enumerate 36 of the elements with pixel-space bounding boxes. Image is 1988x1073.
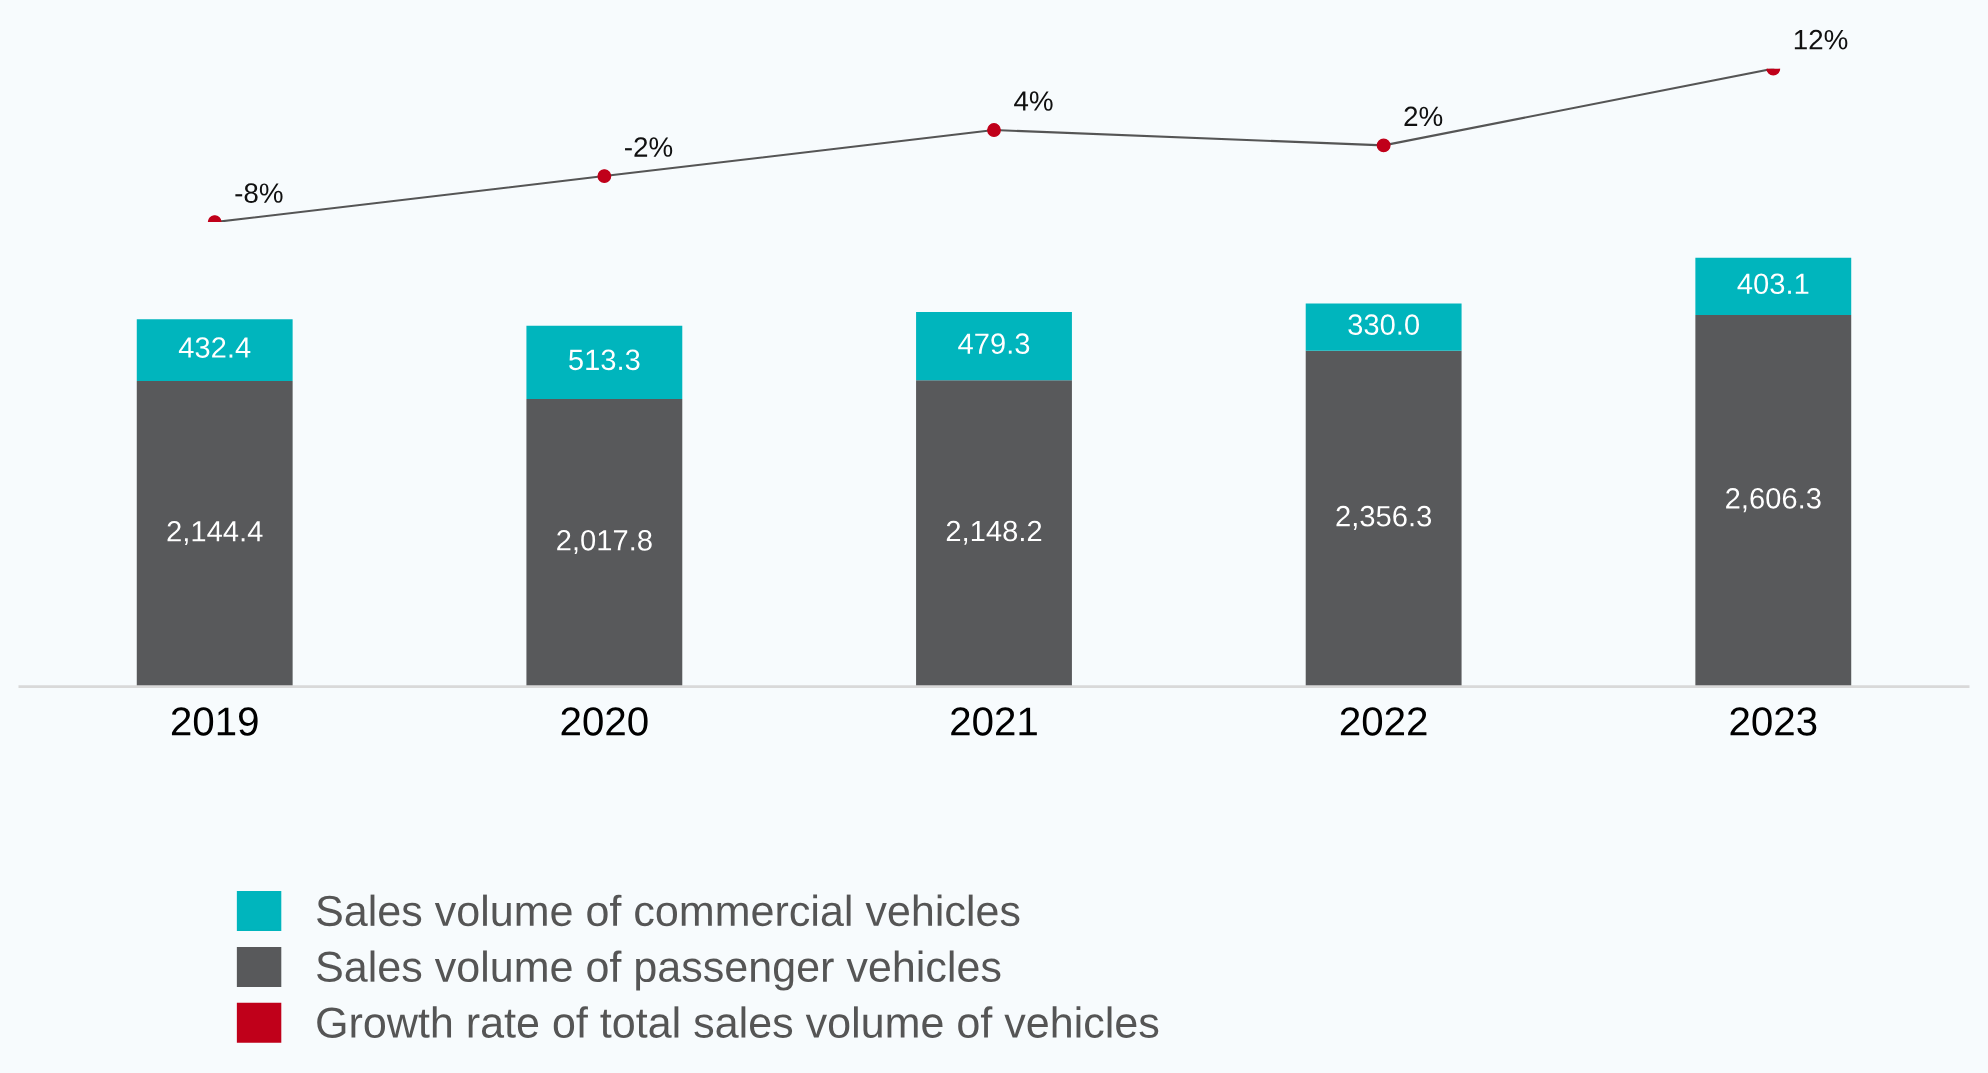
x-tick-label: 2023	[1730, 707, 1817, 736]
data-label: 403.1	[1737, 273, 1809, 295]
point	[987, 123, 1001, 137]
bar	[526, 325, 683, 399]
data-label: 432.4	[178, 337, 251, 358]
bar	[136, 319, 293, 381]
x-tick-label: 2020	[561, 707, 648, 736]
data-label: 12%	[1794, 29, 1848, 50]
bar	[136, 380, 293, 687]
data-label: -2%	[625, 137, 673, 157]
bar	[1695, 315, 1852, 687]
legend-label: Sales volume of passenger vehicles	[317, 950, 1001, 991]
bar	[1695, 257, 1852, 316]
point	[1376, 138, 1391, 153]
data-label: 2,148.2	[946, 520, 1042, 545]
point	[597, 169, 612, 184]
data-label: 479.3	[958, 333, 1030, 354]
x-tick-label: 2022	[1340, 707, 1427, 736]
bar	[526, 398, 683, 687]
legend-label: Growth rate of total sales volume of vehicles	[317, 1006, 1159, 1038]
x-tick-label: 2021	[951, 707, 1037, 736]
bar	[1305, 350, 1462, 687]
bar	[916, 380, 1072, 687]
data-label: 2,356.3	[1336, 505, 1432, 530]
legend-label: Sales volume of commercial vehicles	[317, 894, 1020, 927]
data-label: 4%	[1014, 91, 1053, 111]
data-label: 2,606.3	[1726, 488, 1821, 513]
data-label: -8%	[235, 183, 283, 203]
data-label: 2,017.8	[557, 530, 652, 555]
data-label: 513.3	[569, 349, 640, 371]
data-label: 330.0	[1348, 314, 1419, 335]
x-tick-label: 2019	[171, 707, 258, 736]
bar	[1305, 303, 1462, 351]
data-label: 2,144.4	[167, 520, 263, 546]
bar	[916, 311, 1072, 381]
data-label: 2%	[1404, 106, 1443, 127]
